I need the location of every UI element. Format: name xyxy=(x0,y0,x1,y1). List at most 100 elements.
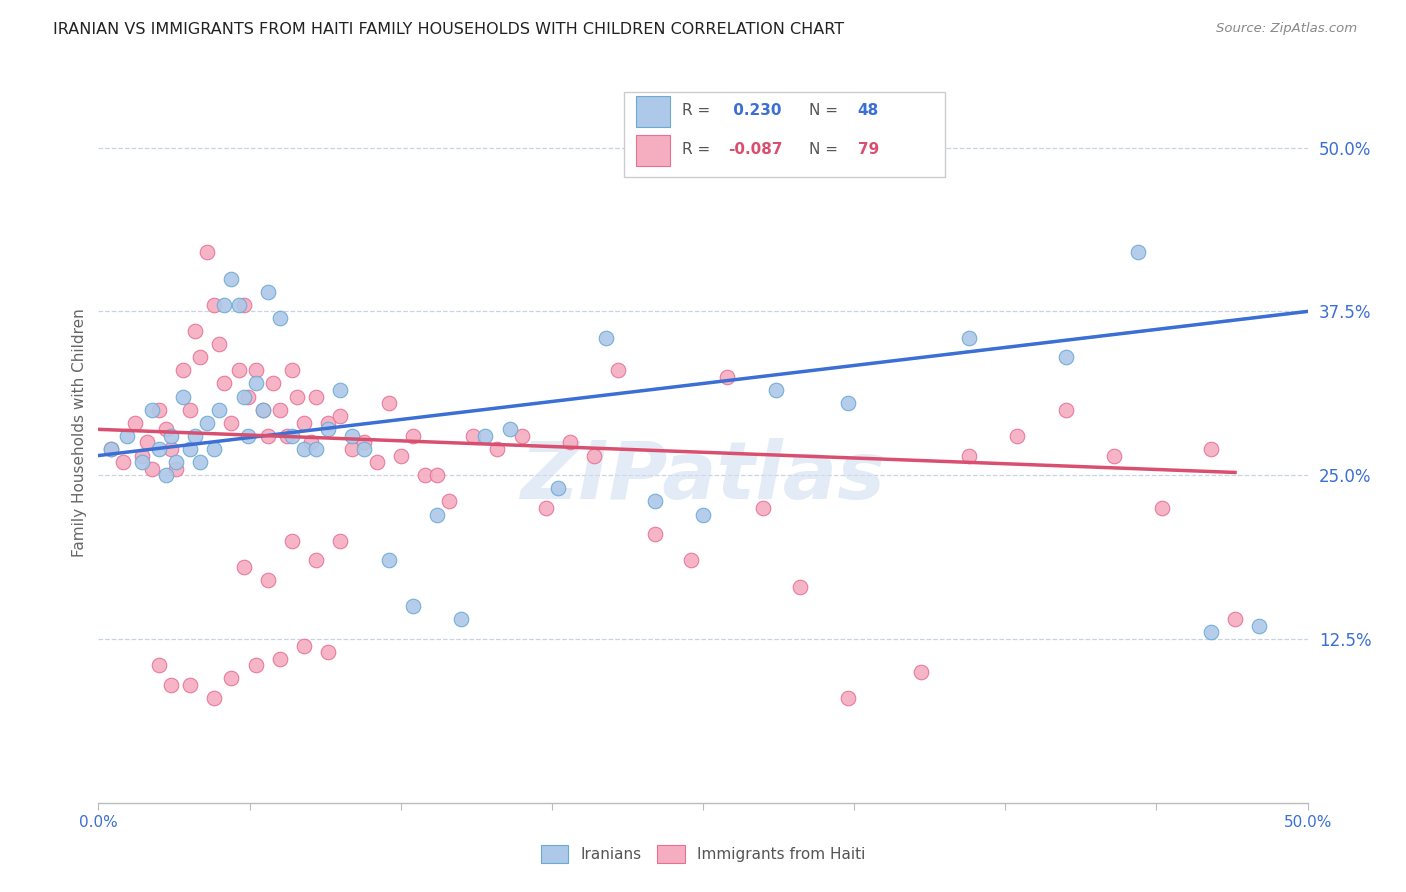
Point xyxy=(716,370,738,384)
Point xyxy=(160,442,183,456)
Point xyxy=(252,402,274,417)
Point xyxy=(160,678,183,692)
Point xyxy=(498,422,520,436)
Point xyxy=(179,442,201,456)
Point xyxy=(1223,612,1246,626)
Point xyxy=(353,435,375,450)
Point xyxy=(281,363,304,377)
Point xyxy=(413,468,436,483)
Point xyxy=(245,376,267,391)
Point xyxy=(305,390,328,404)
Point xyxy=(305,553,328,567)
Point xyxy=(111,455,134,469)
Point xyxy=(148,442,170,456)
Point xyxy=(131,455,153,469)
Point xyxy=(238,429,260,443)
Text: IRANIAN VS IMMIGRANTS FROM HAITI FAMILY HOUSEHOLDS WITH CHILDREN CORRELATION CHA: IRANIAN VS IMMIGRANTS FROM HAITI FAMILY … xyxy=(53,22,845,37)
Text: 48: 48 xyxy=(858,103,879,118)
Point xyxy=(583,449,606,463)
Point xyxy=(692,508,714,522)
Point xyxy=(679,553,702,567)
Point xyxy=(377,553,399,567)
Point xyxy=(752,500,775,515)
Point xyxy=(221,271,243,285)
Point xyxy=(256,573,278,587)
Text: Source: ZipAtlas.com: Source: ZipAtlas.com xyxy=(1216,22,1357,36)
Bar xyxy=(637,135,671,166)
Point xyxy=(789,580,811,594)
Point xyxy=(269,402,291,417)
Point xyxy=(269,310,291,325)
Y-axis label: Family Households with Children: Family Households with Children xyxy=(72,309,87,557)
Point xyxy=(329,409,352,424)
Point xyxy=(285,390,308,404)
Point xyxy=(212,298,235,312)
Point xyxy=(269,651,291,665)
Point xyxy=(644,527,666,541)
Point xyxy=(232,298,254,312)
Point xyxy=(204,442,226,456)
Text: 0.230: 0.230 xyxy=(728,103,782,118)
Point xyxy=(910,665,932,679)
Point xyxy=(426,468,449,483)
Point xyxy=(837,690,859,705)
Point xyxy=(281,429,304,443)
Point xyxy=(558,435,581,450)
Point xyxy=(228,298,250,312)
Point xyxy=(100,442,122,456)
Point xyxy=(148,402,170,417)
Text: R =: R = xyxy=(682,143,716,157)
Point xyxy=(450,612,472,626)
Point xyxy=(353,442,375,456)
Point xyxy=(232,560,254,574)
Point xyxy=(292,442,315,456)
Point xyxy=(1007,429,1029,443)
Point xyxy=(329,533,352,548)
Bar xyxy=(637,95,671,127)
Point xyxy=(366,455,388,469)
Point xyxy=(172,390,194,404)
Point xyxy=(221,416,243,430)
Point xyxy=(276,429,298,443)
Point xyxy=(316,416,339,430)
Point xyxy=(172,363,194,377)
Legend: Iranians, Immigrants from Haiti: Iranians, Immigrants from Haiti xyxy=(534,839,872,869)
Point xyxy=(165,461,187,475)
FancyBboxPatch shape xyxy=(624,92,945,178)
Point xyxy=(474,429,496,443)
Point xyxy=(135,435,157,450)
Point xyxy=(644,494,666,508)
Point xyxy=(1199,625,1222,640)
Point xyxy=(262,376,284,391)
Point xyxy=(292,639,315,653)
Point xyxy=(155,468,177,483)
Point xyxy=(141,402,163,417)
Point xyxy=(208,402,231,417)
Point xyxy=(607,363,630,377)
Text: ZIPatlas: ZIPatlas xyxy=(520,438,886,516)
Point xyxy=(131,449,153,463)
Point xyxy=(141,461,163,475)
Point xyxy=(195,245,218,260)
Point xyxy=(117,429,139,443)
Point xyxy=(1152,500,1174,515)
Point xyxy=(195,416,218,430)
Point xyxy=(510,429,533,443)
Point xyxy=(232,390,254,404)
Point xyxy=(245,658,267,673)
Point xyxy=(188,351,211,365)
Point xyxy=(256,429,278,443)
Point xyxy=(426,508,449,522)
Point xyxy=(252,402,274,417)
Point xyxy=(212,376,235,391)
Point xyxy=(389,449,412,463)
Point xyxy=(316,645,339,659)
Point xyxy=(292,416,315,430)
Point xyxy=(837,396,859,410)
Text: N =: N = xyxy=(810,143,844,157)
Point xyxy=(204,690,226,705)
Point xyxy=(281,533,304,548)
Point xyxy=(238,390,260,404)
Point xyxy=(534,500,557,515)
Point xyxy=(256,285,278,299)
